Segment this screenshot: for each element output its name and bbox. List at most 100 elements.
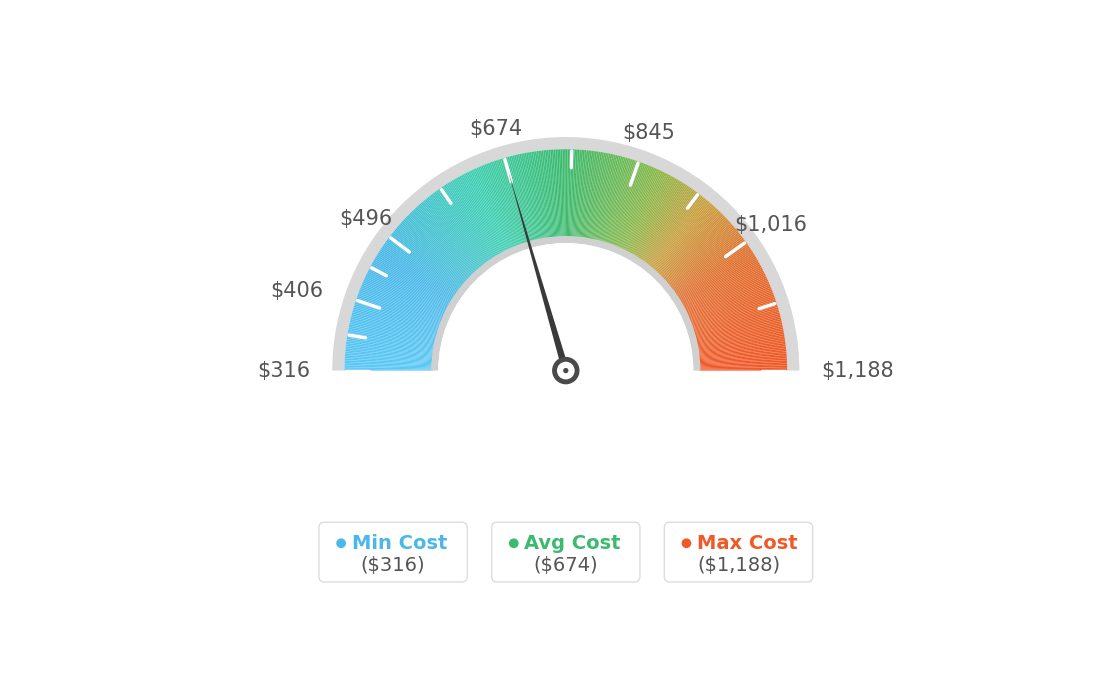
- Wedge shape: [692, 301, 776, 330]
- Wedge shape: [481, 166, 516, 248]
- Wedge shape: [634, 180, 680, 257]
- Wedge shape: [351, 315, 437, 339]
- Wedge shape: [667, 227, 735, 285]
- Wedge shape: [543, 150, 553, 239]
- Wedge shape: [399, 224, 466, 284]
- Wedge shape: [567, 149, 571, 238]
- Wedge shape: [384, 242, 458, 294]
- Wedge shape: [558, 149, 562, 238]
- Wedge shape: [562, 149, 565, 238]
- Wedge shape: [433, 193, 487, 264]
- Wedge shape: [534, 151, 548, 239]
- Wedge shape: [670, 233, 741, 289]
- Wedge shape: [468, 171, 508, 251]
- Wedge shape: [626, 173, 668, 253]
- Wedge shape: [607, 160, 636, 244]
- Wedge shape: [627, 174, 669, 253]
- Wedge shape: [640, 188, 692, 262]
- Wedge shape: [693, 307, 778, 333]
- Wedge shape: [698, 351, 786, 360]
- Wedge shape: [591, 153, 609, 240]
- Wedge shape: [652, 204, 712, 271]
- FancyBboxPatch shape: [319, 522, 467, 582]
- Wedge shape: [602, 157, 627, 243]
- Wedge shape: [696, 321, 782, 342]
- Wedge shape: [332, 137, 799, 371]
- Wedge shape: [679, 255, 755, 302]
- Wedge shape: [691, 299, 776, 328]
- Wedge shape: [371, 264, 449, 308]
- Wedge shape: [344, 353, 434, 361]
- Wedge shape: [347, 336, 435, 351]
- Wedge shape: [577, 150, 586, 238]
- Wedge shape: [668, 230, 737, 287]
- Wedge shape: [696, 322, 783, 343]
- Wedge shape: [346, 343, 434, 355]
- Wedge shape: [452, 180, 498, 257]
- Wedge shape: [698, 341, 785, 354]
- Wedge shape: [684, 272, 765, 312]
- Wedge shape: [606, 159, 634, 244]
- Wedge shape: [625, 172, 667, 253]
- Wedge shape: [394, 230, 464, 287]
- Wedge shape: [505, 157, 530, 243]
- Wedge shape: [698, 346, 786, 357]
- Wedge shape: [699, 362, 787, 366]
- FancyBboxPatch shape: [491, 522, 640, 582]
- Wedge shape: [470, 170, 509, 251]
- Circle shape: [563, 368, 569, 373]
- Wedge shape: [699, 369, 787, 371]
- Wedge shape: [699, 360, 787, 366]
- Wedge shape: [593, 154, 613, 241]
- Wedge shape: [344, 369, 433, 371]
- Wedge shape: [555, 149, 561, 238]
- Wedge shape: [442, 186, 492, 261]
- Wedge shape: [367, 273, 446, 313]
- Wedge shape: [540, 150, 551, 239]
- Wedge shape: [664, 221, 731, 282]
- Wedge shape: [524, 152, 542, 240]
- Wedge shape: [437, 190, 489, 262]
- Wedge shape: [422, 201, 480, 270]
- Wedge shape: [650, 200, 709, 269]
- Wedge shape: [391, 233, 461, 289]
- Wedge shape: [578, 150, 588, 239]
- Wedge shape: [344, 358, 433, 364]
- Wedge shape: [669, 231, 739, 288]
- Circle shape: [509, 538, 519, 548]
- Wedge shape: [573, 150, 580, 238]
- Wedge shape: [353, 307, 438, 333]
- Wedge shape: [693, 309, 778, 335]
- Wedge shape: [692, 304, 777, 331]
- Wedge shape: [526, 152, 543, 240]
- Wedge shape: [604, 159, 630, 244]
- Wedge shape: [660, 214, 723, 277]
- Wedge shape: [699, 366, 787, 368]
- Wedge shape: [643, 190, 694, 262]
- Wedge shape: [684, 270, 764, 311]
- Wedge shape: [603, 158, 629, 244]
- Wedge shape: [580, 150, 591, 239]
- Wedge shape: [678, 250, 753, 299]
- Wedge shape: [498, 159, 526, 244]
- Wedge shape: [611, 162, 643, 246]
- Wedge shape: [620, 169, 658, 250]
- Wedge shape: [358, 293, 442, 324]
- Wedge shape: [347, 334, 435, 350]
- Wedge shape: [605, 159, 633, 244]
- Wedge shape: [673, 241, 746, 293]
- Wedge shape: [689, 286, 771, 321]
- Wedge shape: [584, 151, 597, 239]
- Wedge shape: [699, 367, 787, 370]
- Wedge shape: [697, 327, 783, 346]
- Wedge shape: [617, 166, 652, 248]
- Wedge shape: [427, 197, 484, 267]
- Wedge shape: [364, 276, 446, 315]
- Wedge shape: [614, 164, 647, 247]
- Wedge shape: [559, 149, 563, 238]
- Wedge shape: [361, 286, 443, 321]
- Wedge shape: [426, 198, 482, 268]
- Wedge shape: [357, 297, 440, 328]
- Wedge shape: [661, 217, 726, 279]
- Wedge shape: [699, 357, 787, 364]
